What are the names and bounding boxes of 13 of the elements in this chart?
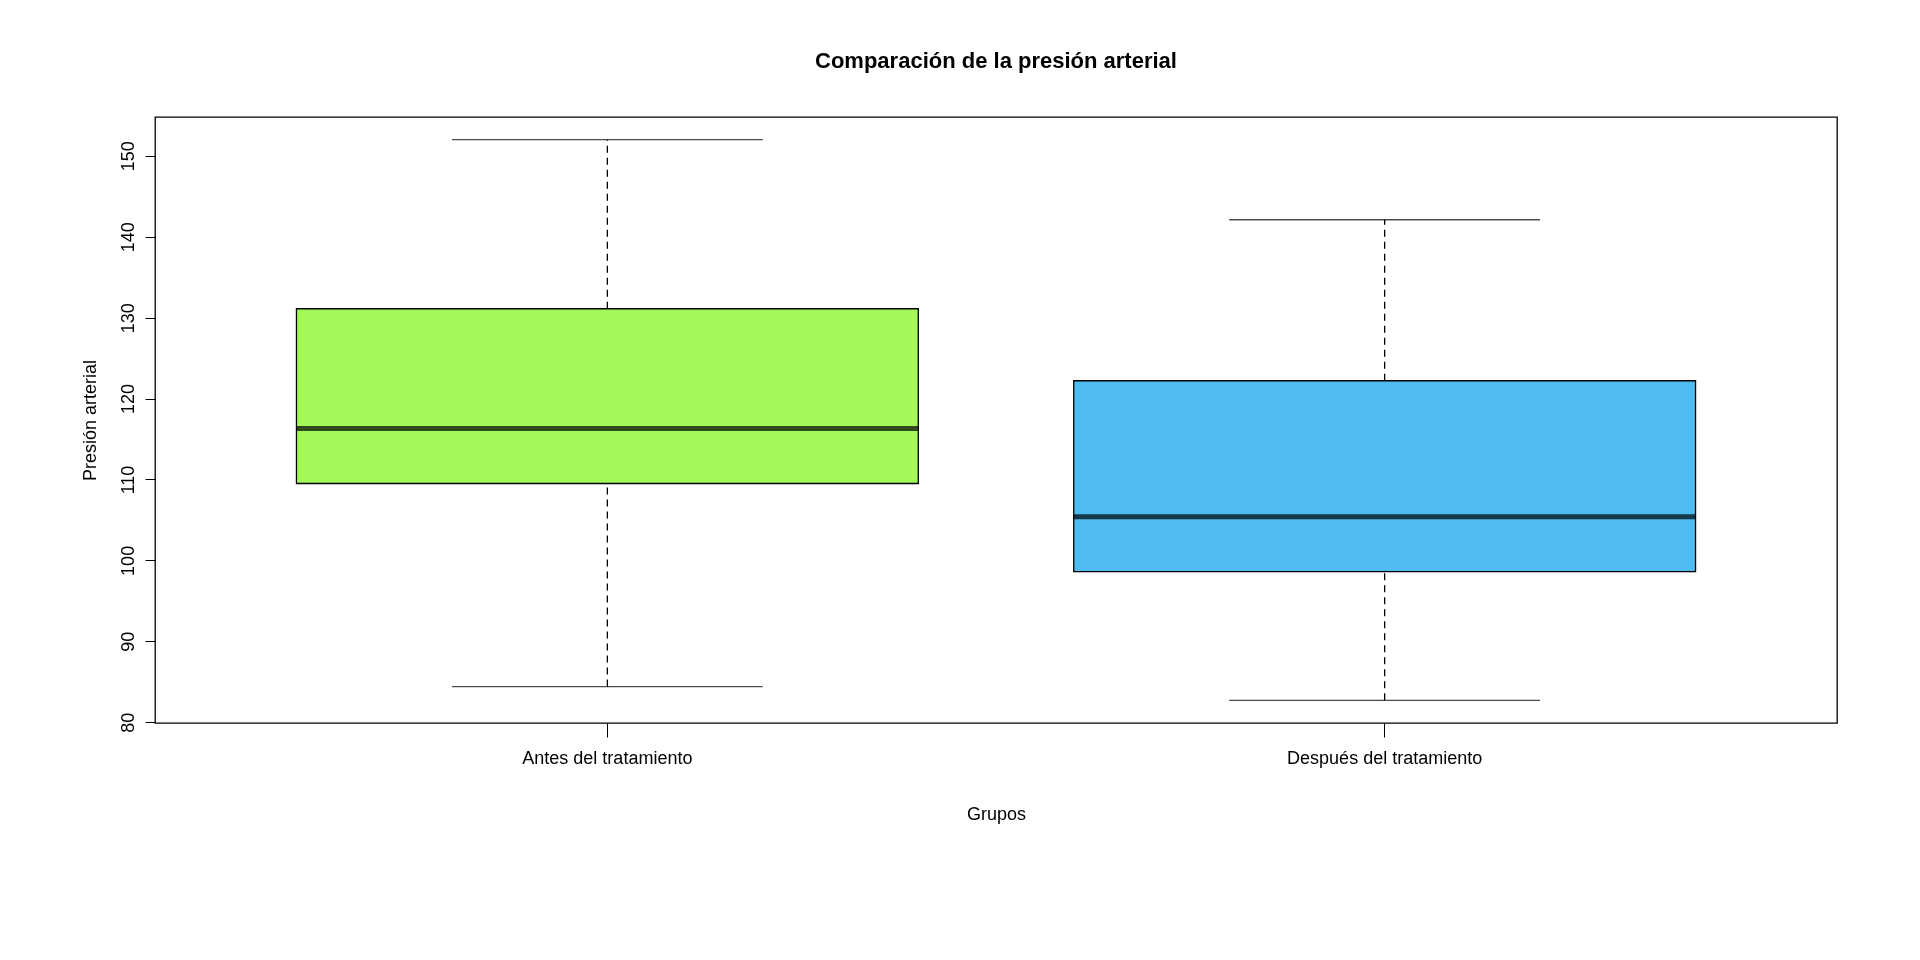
y-tick-label: 90	[117, 631, 138, 652]
y-axis-title: Presión arterial	[79, 359, 100, 482]
x-tick-label: Antes del tratamiento	[522, 747, 693, 768]
y-tick-label: 120	[117, 384, 138, 415]
y-tick-label: 110	[117, 465, 138, 495]
y-tick-label: 130	[117, 303, 138, 334]
y-tick-label: 140	[117, 222, 138, 253]
y-tick-label: 150	[117, 141, 138, 172]
chart-title: Comparación de la presión arterial	[815, 48, 1177, 73]
y-tick-label: 80	[117, 712, 138, 733]
y-tick-label: 100	[117, 545, 138, 576]
x-tick-label: Después del tratamiento	[1287, 747, 1483, 768]
x-axis-title: Grupos	[966, 803, 1027, 824]
